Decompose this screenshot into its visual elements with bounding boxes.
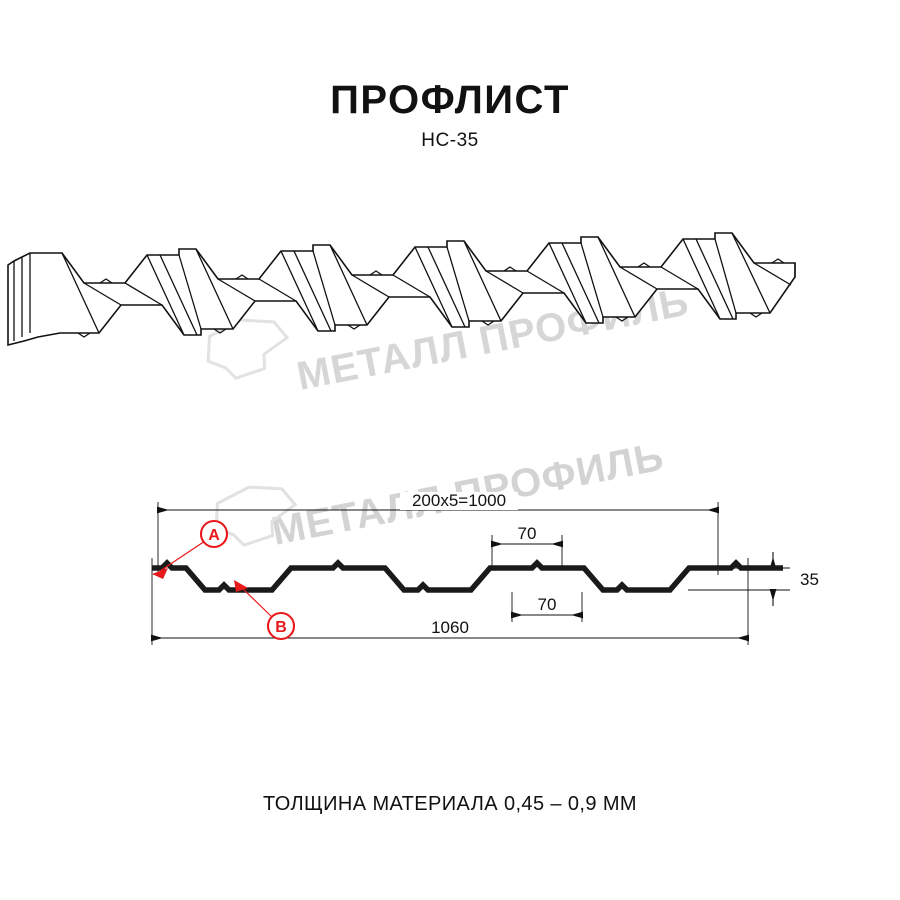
profile-svg: МЕТАЛЛ ПРОФИЛЬ — [151, 440, 819, 645]
callout-group: A B — [152, 519, 296, 641]
dimension-height-label: 35 — [800, 570, 819, 589]
callout-b-label: B — [275, 619, 287, 636]
dimension-height: 35 — [769, 552, 819, 606]
isometric-svg: МЕТАЛЛ ПРОФИЛЬ — [7, 232, 796, 399]
material-thickness-note: ТОЛЩИНА МАТЕРИАЛА 0,45 – 0,9 ММ — [263, 793, 637, 815]
dimension-pitch-label: 200x5=1000 — [412, 491, 506, 510]
profile-polyline — [152, 559, 783, 593]
sheet-outline — [7, 232, 796, 347]
dimension-crest-width-label: 70 — [518, 524, 537, 543]
page-title: ПРОФЛИСТ — [330, 78, 570, 122]
callout-a-leader — [159, 540, 206, 572]
callout-b-arrow-icon — [234, 580, 248, 592]
model-subtitle: НС-35 — [421, 130, 479, 151]
profile-view: МЕТАЛЛ ПРОФИЛЬ — [0, 440, 900, 670]
callout-a-arrow-icon — [152, 568, 168, 579]
callout-a-label: A — [208, 527, 220, 544]
dimension-trough-width-label: 70 — [538, 595, 557, 614]
fold-lines — [61, 232, 796, 336]
isometric-view: МЕТАЛЛ ПРОФИЛЬ — [0, 225, 900, 415]
dimension-pitch: 200x5=1000 — [157, 491, 719, 514]
left-edge-thickness — [13, 253, 31, 341]
dimension-crest-width: 70 — [491, 524, 563, 548]
callout-a-marker[interactable] — [199, 519, 229, 549]
dimension-trough-width: 70 — [511, 595, 583, 619]
sheet-body — [7, 232, 796, 347]
callout-b-leader — [237, 583, 273, 618]
dimension-total-width-label: 1060 — [431, 618, 469, 637]
callout-b-marker[interactable] — [266, 611, 296, 641]
stiffening-ribs — [77, 258, 785, 338]
dimension-total-width: 1060 — [151, 618, 749, 642]
